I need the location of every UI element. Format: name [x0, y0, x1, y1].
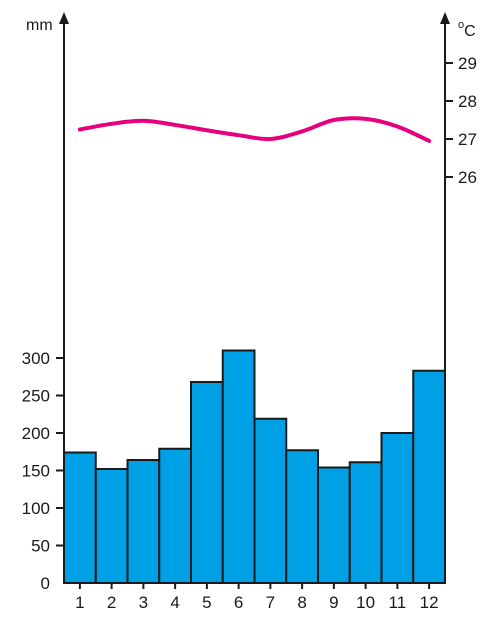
x-tick-label: 1	[75, 593, 84, 612]
left-tick-label: 150	[22, 462, 50, 481]
bar-2	[94, 468, 129, 584]
bar-8	[285, 449, 319, 584]
bar-7	[253, 417, 288, 584]
right-axis: oC 26 27 28 29	[440, 12, 477, 583]
x-tick-label: 11	[389, 593, 407, 612]
bar-3	[126, 459, 161, 584]
precipitation-bars	[63, 349, 446, 584]
left-axis: mm 0 50 100 150 200 250 300	[22, 12, 69, 593]
temperature-line-layer	[77, 116, 432, 143]
x-tick-label: 3	[139, 593, 148, 612]
x-tick-label: 8	[297, 593, 306, 612]
bar-4	[158, 447, 192, 584]
left-tick-label: 50	[31, 537, 50, 556]
x-tick-label: 2	[107, 593, 116, 612]
right-axis-arrow	[440, 12, 450, 24]
right-tick-label: 26	[458, 168, 477, 187]
right-axis-unit-degree: o	[458, 19, 464, 31]
left-axis-unit: mm	[26, 17, 53, 34]
left-tick-label: 0	[41, 574, 50, 593]
bar-12	[412, 369, 446, 584]
right-axis-ticks: 26 27 28 29	[445, 54, 477, 187]
left-tick-label: 300	[22, 349, 50, 368]
left-tick-label: 200	[22, 424, 50, 443]
right-tick-label: 28	[458, 92, 477, 111]
x-tick-label: 9	[329, 593, 338, 612]
x-tick-label: 7	[266, 593, 275, 612]
right-tick-label: 29	[458, 54, 477, 73]
x-tick-label: 10	[356, 593, 375, 612]
left-axis-ticks: 0 50 100 150 200 250 300	[22, 349, 64, 593]
bar-9	[317, 466, 351, 584]
temperature-line	[77, 116, 432, 143]
x-tick-label: 4	[170, 593, 179, 612]
x-axis-ticks: 1 2 3 4 5 6 7 8 9 10 11 12	[75, 583, 439, 612]
x-tick-label: 5	[202, 593, 211, 612]
left-tick-label: 100	[22, 499, 50, 518]
bar-6	[221, 349, 256, 584]
x-tick-label: 12	[420, 593, 439, 612]
bar-5	[190, 381, 224, 584]
right-axis-unit: oC	[458, 19, 476, 40]
x-tick-label: 6	[234, 593, 243, 612]
left-axis-arrow	[59, 12, 69, 24]
bar-10	[348, 461, 383, 584]
bar-11	[380, 432, 415, 584]
bar-1	[63, 451, 97, 584]
right-tick-label: 27	[458, 130, 477, 149]
right-axis-unit-letter: C	[464, 23, 476, 40]
left-tick-label: 250	[22, 387, 50, 406]
